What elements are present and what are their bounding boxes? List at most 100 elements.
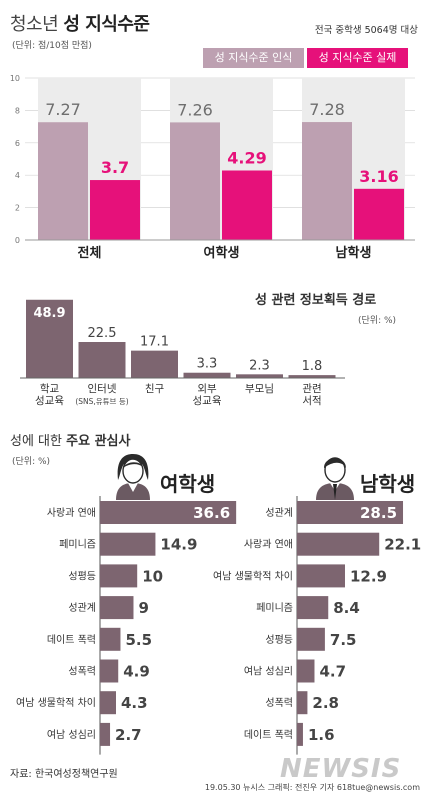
source-category-label: 서적 <box>302 395 321 407</box>
source-value-label: 48.9 <box>33 306 65 321</box>
category-label: 여학생 <box>204 245 240 261</box>
interest-bar <box>100 564 138 588</box>
interest-value-label: 28.5 <box>360 504 397 522</box>
title-emph: 성 지식수준 <box>63 14 150 35</box>
source-category-label: 학교 <box>40 383 60 395</box>
interest-category-label: 여남 생물학적 차이 <box>16 697 96 709</box>
interest-value-label: 4.3 <box>121 694 148 712</box>
y-tick-label: 0 <box>15 236 20 245</box>
interest-bar <box>100 722 111 746</box>
value-label-actual: 4.29 <box>227 149 266 168</box>
credit-line: 19.05.30 뉴시스 그래픽: 전진우 기자 618tue@newsis.c… <box>204 783 420 792</box>
interest-category-label: 성관계 <box>68 602 96 614</box>
legend-actual: 성 지식수준 실제 <box>307 48 408 68</box>
interest-category-label: 여남 성심리 <box>47 729 96 741</box>
source-category-label: 친구 <box>145 383 165 395</box>
source-category-label: 관련 <box>302 383 321 395</box>
interest-category-label: 사랑과 연애 <box>47 507 96 519</box>
bar-actual <box>354 188 404 240</box>
female-person-icon <box>116 454 150 500</box>
category-label: 남학생 <box>336 245 372 261</box>
interest-bar <box>100 627 121 651</box>
source-bar <box>131 350 178 378</box>
source-bar <box>236 374 283 378</box>
interest-value-label: 2.7 <box>115 726 142 744</box>
source-note: 자료: 한국여성정책연구원 <box>10 769 118 780</box>
page-title: 청소년 성 지식수준 <box>10 10 150 36</box>
interest-value-label: 10 <box>142 567 163 585</box>
female-group-title: 여학생 <box>160 472 216 496</box>
male-person-icon <box>316 457 354 500</box>
interest-bar <box>100 596 134 620</box>
interest-bar <box>297 627 325 651</box>
value-label-actual: 3.16 <box>359 167 398 186</box>
y-tick-label: 2 <box>15 204 20 213</box>
y-tick-label: 6 <box>15 139 20 148</box>
interest-value-label: 4.9 <box>123 663 150 681</box>
source-category-label: 성교육 <box>35 395 64 407</box>
interest-category-label: 페미니즘 <box>59 539 96 551</box>
interest-category-label: 여남 성심리 <box>244 666 293 678</box>
interest-bar <box>100 532 156 556</box>
value-label-perceived: 7.27 <box>45 100 81 119</box>
interest-value-label: 14.9 <box>160 536 197 554</box>
interest-bar <box>100 501 237 524</box>
interest-bar <box>297 659 315 683</box>
title-prefix: 청소년 <box>10 14 59 35</box>
interest-value-label: 12.9 <box>350 567 387 585</box>
interest-bar <box>100 691 116 715</box>
value-label-actual: 3.7 <box>101 158 129 177</box>
source-value-label: 17.1 <box>140 335 169 350</box>
interest-category-label: 페미니즘 <box>256 602 293 614</box>
bar-perceived <box>302 122 352 240</box>
interest-category-label: 성관계 <box>265 507 293 519</box>
y-tick-label: 8 <box>15 106 20 115</box>
source-bar <box>78 342 126 378</box>
bar-perceived <box>38 122 88 240</box>
male-group-title: 남학생 <box>360 472 416 496</box>
source-value-label: 22.5 <box>88 326 117 341</box>
interest-category-label: 데이트 폭력 <box>47 634 96 646</box>
interest-value-label: 4.7 <box>319 663 346 681</box>
source-bar <box>183 372 231 378</box>
interest-bar <box>297 532 380 556</box>
interest-value-label: 5.5 <box>125 631 152 649</box>
source-category-label: 부모님 <box>245 383 274 395</box>
source-category-label: 성교육 <box>193 395 222 407</box>
interest-title-plain: 성에 대한 <box>10 434 62 449</box>
source-category-label: 외부 <box>197 383 217 395</box>
source-value-label: 1.8 <box>302 359 323 374</box>
newsis-logo: NEWSIS <box>280 754 402 784</box>
value-label-perceived: 7.26 <box>177 100 213 119</box>
bar-actual <box>222 170 272 240</box>
subject-label: 전국 중학생 5064명 대상 <box>314 25 418 36</box>
category-label: 전체 <box>78 245 102 261</box>
interest-bar <box>297 722 303 746</box>
source-category-label: 인터넷 <box>88 383 117 395</box>
interest-category-label: 여남 생물학적 차이 <box>213 570 293 582</box>
source-chart-title: 성 관련 정보획득 경로 <box>255 293 377 308</box>
legend-perceived: 성 지식수준 인식 <box>203 48 304 68</box>
interest-bar <box>297 564 345 588</box>
source-value-label: 2.3 <box>249 358 270 373</box>
y-tick-label: 4 <box>15 171 20 180</box>
interest-value-label: 1.6 <box>308 726 335 744</box>
source-bar <box>26 299 73 378</box>
interest-category-label: 성폭력 <box>265 697 293 709</box>
interest-category-label: 성폭력 <box>68 666 96 678</box>
interest-section-title: 성에 대한 주요 관심사 <box>10 430 130 449</box>
interest-value-label: 8.4 <box>333 599 360 617</box>
interest-category-label: 데이트 폭력 <box>244 729 293 741</box>
interest-value-label: 22.1 <box>384 536 421 554</box>
interest-value-label: 7.5 <box>330 631 357 649</box>
source-bar <box>288 375 336 378</box>
source-chart-unit: (단위: %) <box>358 316 397 326</box>
interest-value-label: 2.8 <box>312 694 339 712</box>
bar-perceived <box>170 122 220 240</box>
unit-label-top: (단위: 점/10점 만점) <box>12 41 92 51</box>
interest-value-label: 9 <box>138 599 148 617</box>
interest-bar <box>100 659 119 683</box>
y-tick-label: 10 <box>10 74 20 83</box>
interest-category-label: 성평등 <box>265 634 293 646</box>
